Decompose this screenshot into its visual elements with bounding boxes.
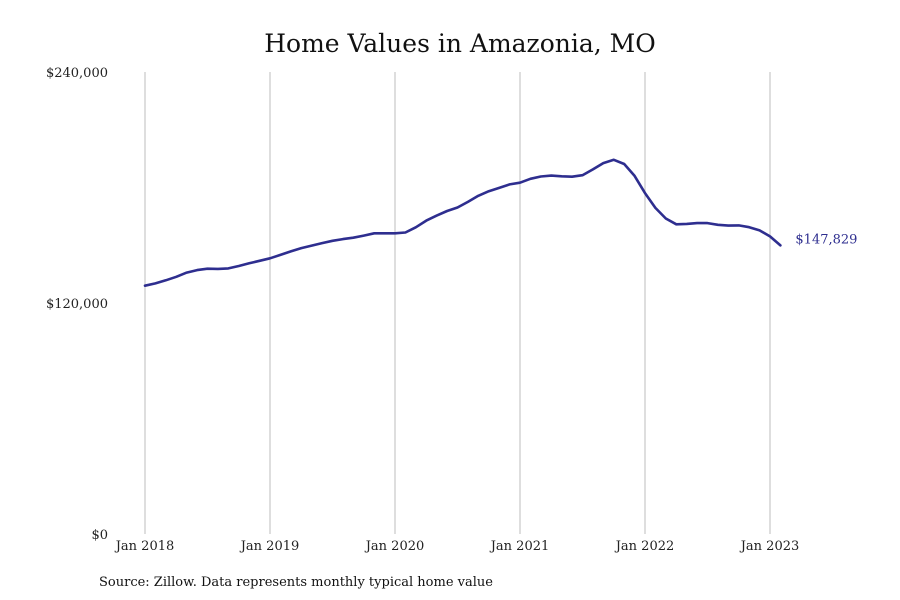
- chart-title: Home Values in Amazonia, MO: [264, 29, 656, 58]
- x-tick-label: Jan 2021: [489, 539, 550, 554]
- x-tick-label: Jan 2019: [239, 539, 300, 554]
- x-axis-tick-labels: Jan 2018 Jan 2019 Jan 2020 Jan 2021 Jan 2022…: [114, 539, 800, 554]
- home-value-line: [143, 158, 782, 287]
- y-axis-tick-labels: $0 $120,000 $240,000: [46, 66, 108, 543]
- x-tick-label: Jan 2020: [364, 539, 425, 554]
- home-value-series: [143, 158, 782, 287]
- x-tick-label: Jan 2023: [739, 539, 800, 554]
- last-value-label: $147,829: [795, 232, 857, 247]
- y-tick-label: $0: [91, 528, 108, 543]
- y-tick-label: $120,000: [46, 297, 108, 312]
- x-tick-label: Jan 2022: [614, 539, 675, 554]
- source-note: Source: Zillow. Data represents monthly …: [99, 575, 493, 590]
- x-tick-label: Jan 2018: [114, 539, 175, 554]
- grid-lines: [144, 72, 771, 534]
- y-tick-label: $240,000: [46, 66, 108, 81]
